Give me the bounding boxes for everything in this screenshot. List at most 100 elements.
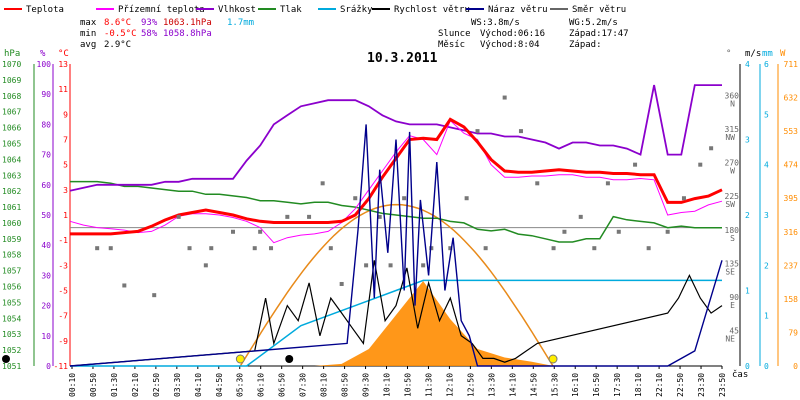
stats-avg-temp: 2.9°C bbox=[104, 40, 131, 50]
wind-dir-point bbox=[108, 246, 113, 251]
wind-dir-point bbox=[578, 214, 583, 219]
dir-tick-label: 45 bbox=[729, 326, 739, 335]
stats-min-temp: -0.5°C bbox=[104, 29, 137, 39]
c-tick-label: -9 bbox=[58, 337, 68, 346]
x-tick-label: 02:10 bbox=[131, 373, 140, 397]
dir-tick-name: S bbox=[730, 234, 735, 243]
wind-dir-point bbox=[388, 263, 393, 268]
legend-item: Vlhkost bbox=[196, 5, 256, 15]
x-tick-label: 11:30 bbox=[424, 373, 433, 397]
stats-min-label: min bbox=[80, 29, 96, 39]
hpa-tick-label: 1060 bbox=[2, 219, 21, 228]
mm-tick-label: 6 bbox=[764, 60, 769, 69]
c-tick-label: 1 bbox=[63, 211, 68, 220]
x-tick-label: 14:50 bbox=[529, 373, 538, 397]
hpa-tick-label: 1057 bbox=[2, 267, 21, 276]
c-tick-label: 7 bbox=[63, 136, 68, 145]
x-tick-label: 06:10 bbox=[257, 373, 266, 397]
dir-tick-name: E bbox=[730, 301, 735, 310]
wind-dir-point bbox=[698, 162, 703, 167]
stats-min-press: 1058.8hPa bbox=[163, 29, 212, 39]
x-tick-label: 23:50 bbox=[718, 373, 727, 397]
stats-max-hum: 93% bbox=[141, 18, 158, 28]
w-tick-label: 711 bbox=[784, 60, 799, 69]
c-tick-label: -11 bbox=[54, 362, 69, 371]
x-tick-label: 01:30 bbox=[110, 373, 119, 397]
dir-tick-name: NE bbox=[725, 334, 735, 343]
x-tick-label: 12:50 bbox=[466, 373, 475, 397]
wind-speed-line bbox=[69, 260, 723, 367]
x-tick-label: 22:50 bbox=[676, 373, 685, 397]
stats-avg-label: avg bbox=[80, 40, 96, 50]
wind-dir-point bbox=[421, 263, 426, 268]
hpa-tick-label: 1067 bbox=[2, 108, 21, 117]
wind-dir-point bbox=[633, 162, 638, 167]
mm-tick-label: 4 bbox=[764, 161, 769, 170]
w-tick-label: 79 bbox=[788, 328, 798, 337]
svg-text:Rychlost větru: Rychlost větru bbox=[394, 5, 470, 15]
w-tick-label: 158 bbox=[784, 295, 799, 304]
x-tick-label: 23:30 bbox=[697, 373, 706, 397]
stats-max-temp: 8.6°C bbox=[104, 18, 131, 28]
x-tick-label: 18:10 bbox=[634, 373, 643, 397]
stats-max-press: 1063.1hPa bbox=[163, 18, 212, 28]
axis-units: hPa % °C ° m/s mm W čas bbox=[4, 49, 786, 380]
c-tick-label: 13 bbox=[58, 60, 68, 69]
x-tick-label: 04:10 bbox=[194, 373, 203, 397]
w-tick-label: 553 bbox=[784, 127, 799, 136]
sunset-marker bbox=[548, 354, 558, 364]
pct-tick-label: 20 bbox=[41, 302, 51, 311]
hpa-tick-label: 1062 bbox=[2, 187, 21, 196]
dir-tick-label: 360 bbox=[725, 92, 740, 101]
hpa-tick-label: 1055 bbox=[2, 298, 21, 307]
wind-dir-point bbox=[592, 246, 597, 251]
w-tick-label: 395 bbox=[784, 194, 799, 203]
hpa-tick-label: 1063 bbox=[2, 171, 21, 180]
c-tick-label: -3 bbox=[58, 261, 68, 270]
mm-tick-label: 2 bbox=[764, 261, 769, 270]
mm-tick-label: 0 bbox=[764, 362, 769, 371]
info-moon-label: Měsíc bbox=[438, 40, 465, 50]
x-axis-label: čas bbox=[732, 369, 748, 380]
info-wg: WG:5.2m/s bbox=[569, 18, 618, 28]
c-tick-label: 9 bbox=[63, 110, 68, 119]
moonrise-marker bbox=[285, 355, 294, 363]
hpa-tick-label: 1066 bbox=[2, 124, 21, 133]
wind-dir-point bbox=[307, 214, 312, 219]
wind-dir-point bbox=[152, 293, 157, 298]
stats-max-label: max bbox=[80, 18, 97, 28]
wind-dir-point bbox=[122, 283, 127, 288]
wind-dir-point bbox=[203, 263, 208, 268]
x-tick-label: 00:10 bbox=[68, 373, 77, 397]
w-tick-label: 0 bbox=[793, 362, 798, 371]
dir-tick-label: 315 bbox=[725, 125, 740, 134]
stats-min-hum: 58% bbox=[141, 29, 158, 39]
c-tick-label: 5 bbox=[63, 161, 68, 170]
legend-item: Rychlost větru bbox=[372, 5, 470, 15]
x-tick-label: 16:50 bbox=[592, 373, 601, 397]
hpa-tick-label: 1058 bbox=[2, 251, 21, 260]
wind-dir-point bbox=[95, 246, 100, 251]
w-unit: W bbox=[780, 49, 786, 59]
legend-item: Tlak bbox=[258, 5, 302, 15]
wind-dir-point bbox=[328, 246, 333, 251]
wind-dir-point bbox=[429, 246, 434, 251]
x-tick-label: 07:30 bbox=[299, 373, 308, 397]
dir-tick-label: 180 bbox=[725, 226, 740, 235]
dir-unit: ° bbox=[726, 49, 731, 59]
c-tick-label: -1 bbox=[58, 236, 68, 245]
hpa-tick-label: 1068 bbox=[2, 92, 21, 101]
x-tick-label: 04:50 bbox=[215, 373, 224, 397]
wind-dir-point bbox=[448, 246, 453, 251]
x-tick-label: 02:50 bbox=[152, 373, 161, 397]
legend-item: Srážky bbox=[318, 5, 373, 15]
legend: Teplota Přízemní teplota Vlhkost Tlak Sr… bbox=[4, 5, 626, 15]
x-tick-label: 08:50 bbox=[341, 373, 350, 397]
x-tick-label: 13:30 bbox=[487, 373, 496, 397]
dir-tick-label: 135 bbox=[725, 259, 740, 268]
hpa-tick-label: 1054 bbox=[2, 314, 21, 323]
x-tick-label: 05:30 bbox=[236, 373, 245, 397]
pct-tick-label: 100 bbox=[37, 60, 52, 69]
dir-tick-name: SW bbox=[725, 200, 735, 209]
